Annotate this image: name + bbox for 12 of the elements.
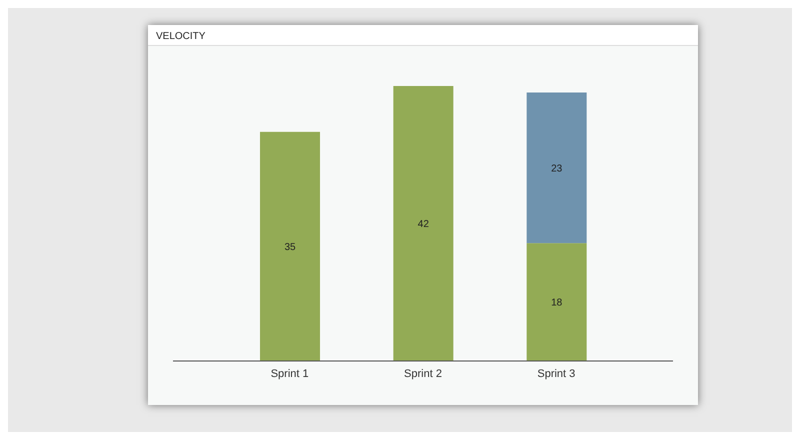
bar	[526, 243, 587, 361]
x-tick-label: Sprint 2	[404, 368, 442, 380]
data-label: 23	[551, 163, 563, 174]
data-label: 18	[551, 298, 563, 309]
chart-title: VELOCITY	[148, 25, 698, 46]
bar	[526, 92, 587, 244]
x-tick-label: Sprint 1	[270, 368, 309, 380]
bar	[260, 132, 320, 361]
x-tick-label: Sprint 3	[537, 368, 576, 380]
bar	[393, 86, 454, 361]
data-label: 35	[284, 242, 296, 253]
data-label: 42	[418, 219, 430, 230]
